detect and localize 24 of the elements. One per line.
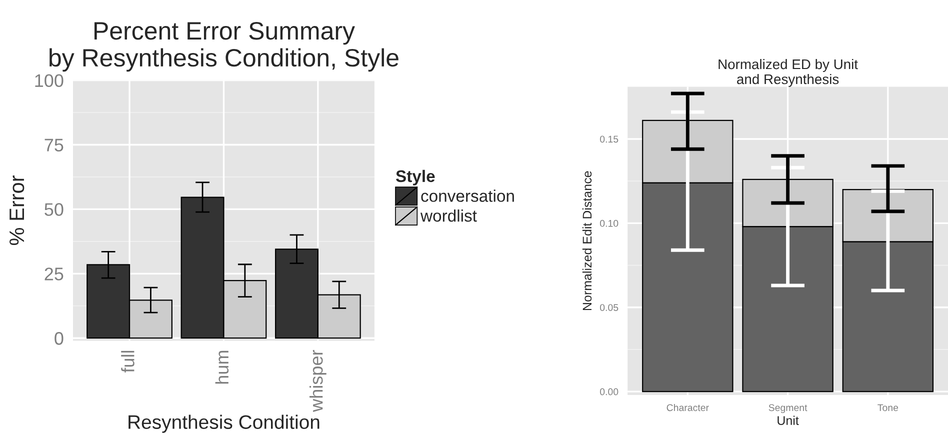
x-axis-title: Resynthesis Condition: [128, 414, 320, 433]
x-tick-label: hum: [215, 350, 229, 384]
y-axis-title: % Error: [10, 176, 24, 246]
chart-title: Percent Error Summary by Resynthesis Condition, Style: [50, 22, 398, 72]
x-tick-label: Segment: [768, 404, 808, 414]
x-axis-title: Unit: [778, 416, 799, 425]
y-tick-label: 0.00: [600, 388, 618, 396]
y-axis-title: Normalized Edit Distance: [582, 171, 592, 310]
y-tick-label: 100: [35, 74, 64, 88]
chart-title: Normalized ED by Unit and Resynthesis: [718, 58, 858, 87]
y-tick-label: 0.05: [600, 304, 618, 311]
x-tick-label: Tone: [878, 404, 898, 412]
y-tick-label: 25: [44, 268, 64, 280]
legend-label: conversation: [421, 190, 514, 202]
y-tick-label: 0.10: [600, 220, 618, 227]
y-tick-label: 50: [44, 203, 64, 216]
y-tick-label: 75: [44, 138, 64, 152]
x-tick-label: Character: [666, 404, 709, 412]
legend-label: wordlist: [420, 209, 477, 222]
y-tick-label: 0.15: [600, 136, 618, 143]
y-tick-label: 0: [54, 332, 64, 345]
x-tick-label: full: [121, 350, 134, 373]
legend-title: Style: [396, 170, 435, 186]
x-tick-label: whisper: [310, 350, 326, 412]
